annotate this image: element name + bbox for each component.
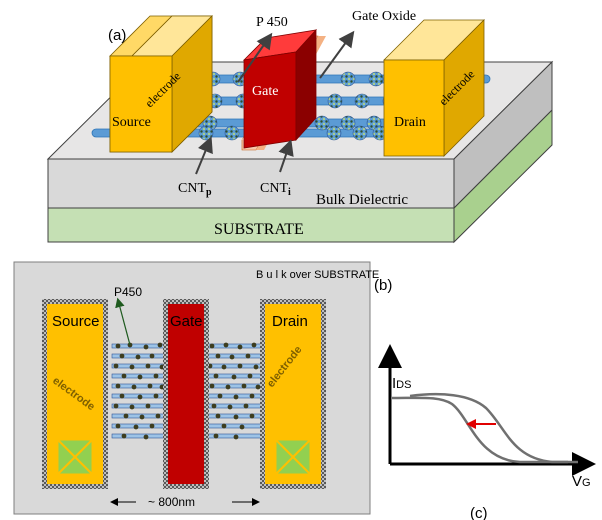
substrate-label: SUBSTRATE [214, 221, 304, 238]
bulk-dielectric-label: Bulk Dielectric [316, 192, 408, 208]
p450-label-3d: P 450 [256, 15, 288, 30]
panel-a-3d-device: (a) P 450 Gate Oxide Gate Source Drain e… [46, 9, 554, 244]
p450-pointer-arrow [237, 32, 273, 83]
p450-pointer-arrow-top [115, 297, 131, 346]
curve-shifted [391, 396, 568, 464]
drain-electrode-top [260, 299, 326, 489]
shift-arrow-head [466, 419, 476, 429]
p450-label-top: P450 [114, 285, 142, 299]
panel-c-label: (c) [470, 505, 488, 520]
gate-oxide-label: Gate Oxide [352, 9, 416, 24]
source-label-top: Source [52, 313, 100, 330]
panel-b-label: (b) [374, 277, 392, 294]
y-axis-label: IDS [392, 375, 411, 392]
panel-a-label: (a) [108, 27, 126, 44]
gate-oxide-pointer-arrow [319, 30, 355, 79]
bulk-substrate-label: B u l k over SUBSTRATE [256, 269, 379, 281]
curve-original [409, 392, 578, 464]
gate-label-3d: Gate [252, 84, 278, 99]
panel-b-top-view: B u l k over SUBSTRATE [13, 261, 379, 515]
cnt-i-pointer-arrow [278, 139, 294, 173]
panel-c-transfer-curve: IDS VG (c) [378, 344, 596, 520]
cnt-p-label: CNTp [178, 181, 212, 198]
dimension-label: ~ 800nm [148, 495, 195, 509]
dimension-indicator: ~ 800nm [110, 495, 260, 509]
substrate-layer [47, 108, 553, 244]
cnt-i-label: CNTi [260, 181, 291, 198]
source-electrode-top [42, 299, 108, 489]
source-label-3d: Source [112, 115, 151, 130]
x-axis-label: VG [572, 473, 591, 490]
gate-3d [241, 28, 326, 151]
drain-label-top: Drain [272, 313, 308, 330]
cnt-p-pointer-arrow [195, 136, 213, 175]
gate-label-top: Gate [170, 313, 203, 330]
gate-top [163, 299, 209, 489]
drain-electrode-3d [383, 19, 485, 157]
drain-label-3d: Drain [394, 115, 426, 130]
p450-particles-top [113, 342, 261, 440]
source-electrode-3d [109, 15, 213, 153]
